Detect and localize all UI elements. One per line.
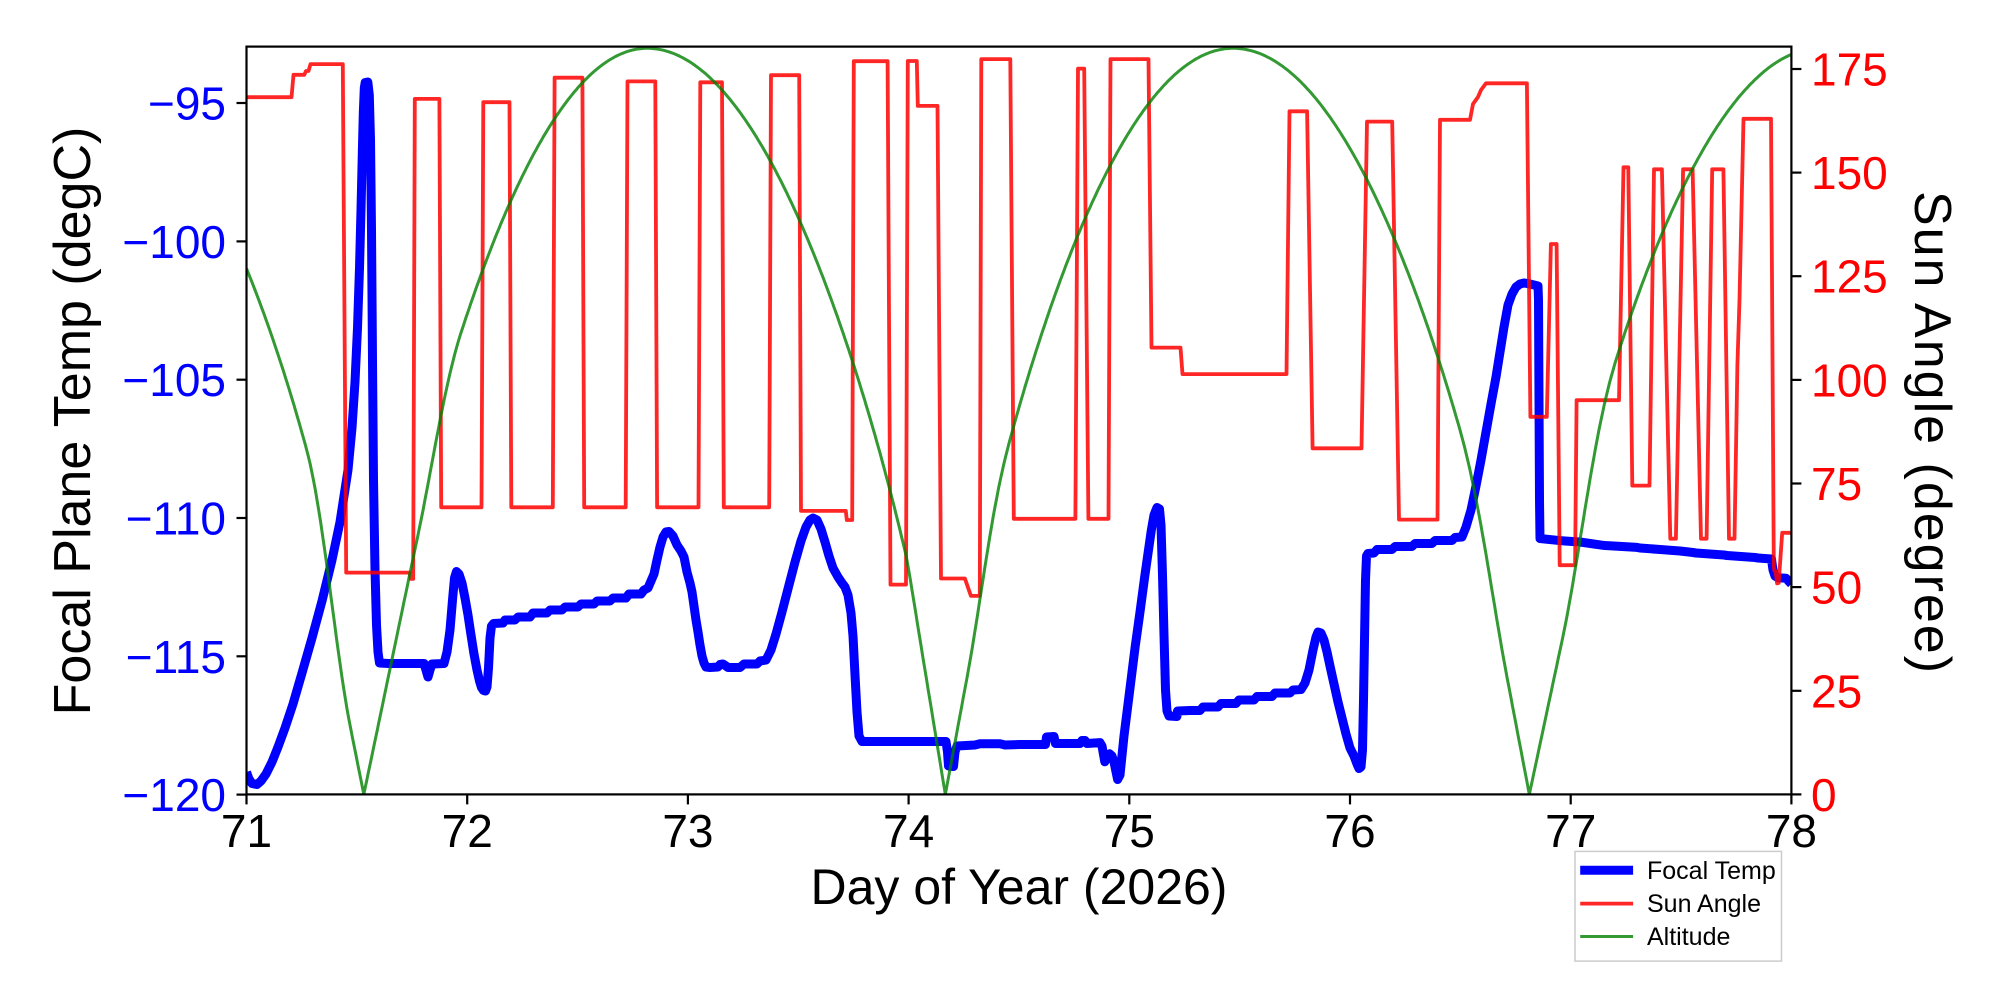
svg-text:76: 76	[1324, 805, 1375, 857]
svg-text:−95: −95	[148, 78, 226, 130]
svg-text:−100: −100	[122, 216, 226, 268]
svg-text:75: 75	[1104, 805, 1155, 857]
svg-text:75: 75	[1811, 458, 1862, 510]
svg-text:175: 175	[1811, 44, 1888, 96]
svg-text:−110: −110	[126, 493, 226, 545]
svg-text:−105: −105	[122, 354, 226, 406]
svg-text:Altitude: Altitude	[1647, 923, 1730, 951]
svg-text:Day of Year (2026): Day of Year (2026)	[811, 859, 1228, 915]
svg-text:150: 150	[1811, 147, 1888, 199]
svg-text:−115: −115	[126, 631, 226, 683]
svg-text:Focal Temp: Focal Temp	[1647, 857, 1776, 885]
svg-text:74: 74	[883, 805, 934, 857]
svg-text:Sun Angle (degree): Sun Angle (degree)	[1903, 191, 1961, 675]
svg-text:125: 125	[1811, 251, 1888, 303]
svg-text:73: 73	[662, 805, 713, 857]
svg-text:72: 72	[442, 805, 493, 857]
svg-text:Focal Plane Temp (degC): Focal Plane Temp (degC)	[44, 127, 102, 716]
svg-text:Sun Angle: Sun Angle	[1647, 890, 1761, 918]
svg-text:100: 100	[1811, 354, 1888, 406]
svg-text:77: 77	[1545, 805, 1596, 857]
svg-text:78: 78	[1766, 805, 1817, 857]
svg-text:71: 71	[221, 805, 272, 857]
svg-text:−120: −120	[122, 769, 226, 821]
svg-text:0: 0	[1811, 769, 1837, 821]
svg-text:50: 50	[1811, 562, 1862, 614]
svg-text:25: 25	[1811, 665, 1862, 717]
